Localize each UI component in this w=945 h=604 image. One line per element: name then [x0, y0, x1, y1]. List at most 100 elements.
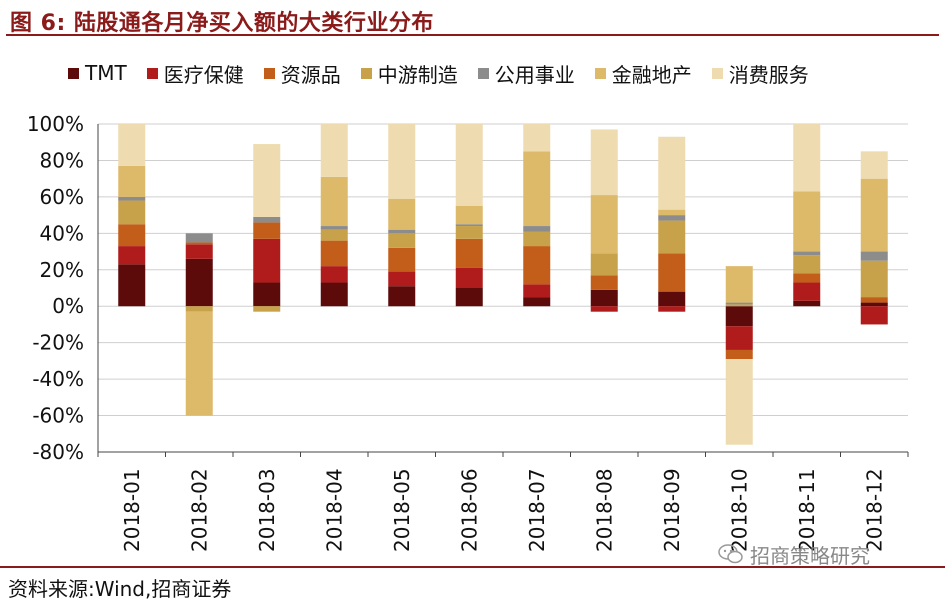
bar-segment	[455, 267, 483, 288]
legend-label: 金融地产	[611, 62, 692, 87]
bar-segment	[455, 224, 483, 227]
bar-segment	[860, 251, 888, 261]
bar-segment	[185, 242, 213, 245]
bar-segment	[388, 229, 416, 234]
source-note: 资料来源:Wind,招商证券	[8, 577, 232, 601]
y-tick-label: 20%	[40, 258, 84, 282]
legend-swatch	[594, 67, 606, 79]
bar-segment	[523, 231, 551, 247]
bar-segment	[388, 286, 416, 307]
bar-segment	[793, 300, 821, 307]
bar-segment	[388, 124, 416, 199]
footer: 资料来源:Wind,招商证券	[0, 566, 945, 604]
bar-segment	[320, 282, 348, 307]
bar-segment	[118, 124, 146, 166]
bar-segment	[725, 349, 753, 360]
y-tick-label: -20%	[32, 331, 84, 355]
title-bar: 图 6: 陆股通各月净买入额的大类行业分布	[6, 2, 939, 36]
y-tick-label: 80%	[40, 148, 84, 172]
bar-segment	[590, 129, 618, 196]
bar-segment	[793, 273, 821, 283]
legend-label: TMT	[85, 61, 127, 85]
bar-segment	[658, 306, 686, 312]
bar-segment	[455, 226, 483, 239]
x-tick-label: 2018-10	[727, 468, 751, 552]
legend-item: 金融地产	[594, 59, 692, 88]
bar-segment	[455, 206, 483, 225]
bar-segment	[455, 238, 483, 268]
x-tick-label: 2018-09	[660, 468, 684, 552]
bar-segment	[388, 233, 416, 248]
bar-segment	[320, 226, 348, 230]
bar-segment	[455, 124, 483, 206]
legend-label: 公用事业	[494, 62, 575, 87]
bar-segment	[320, 176, 348, 227]
legend-swatch	[360, 67, 372, 79]
x-tick-label: 2018-01	[120, 468, 144, 552]
bar-segment	[860, 297, 888, 303]
legend-item: 医疗保健	[146, 59, 244, 88]
legend-item: 资源品	[263, 59, 341, 88]
bar-segment	[793, 124, 821, 192]
stacked-bar-chart: -80% -60% -40% -20% 0% 20% 40% 60% 80% 100% 2018-0…	[27, 112, 909, 552]
bar-segment	[320, 124, 348, 177]
bar-segment	[185, 233, 213, 243]
bar-segment	[253, 144, 281, 217]
legend-swatch	[477, 67, 489, 79]
bar-segment	[253, 306, 281, 312]
bar-segment	[253, 222, 281, 239]
bar-segment	[523, 297, 551, 307]
bar-segment	[860, 178, 888, 252]
bar-segment	[658, 220, 686, 254]
bar-segment	[725, 326, 753, 350]
bar-segment	[320, 229, 348, 241]
x-tick-label: 2018-06	[457, 468, 481, 552]
bar-segment	[793, 282, 821, 301]
legend-swatch	[263, 67, 275, 79]
bar-segment	[523, 151, 551, 227]
bar-segment	[725, 266, 753, 303]
bar-segment	[388, 198, 416, 230]
y-tick-label: -60%	[32, 404, 84, 428]
legend-label: 中游制造	[377, 62, 458, 87]
bar-segment	[793, 191, 821, 252]
wechat-icon	[718, 544, 743, 564]
bar-segment	[590, 275, 618, 290]
watermark-text: 招商策略研究	[750, 543, 870, 568]
bar-segment	[455, 288, 483, 307]
bar-segment	[725, 359, 753, 445]
bar-segment	[658, 215, 686, 221]
x-tick-label: 2018-05	[390, 468, 414, 552]
bar-segment	[590, 253, 618, 276]
bar-segment	[185, 258, 213, 307]
bar-segment	[860, 306, 888, 325]
bar-segment	[590, 306, 618, 312]
legend-item: 消费服务	[711, 59, 809, 88]
bar-segment	[118, 165, 146, 197]
watermark: 招商策略研究	[718, 540, 870, 568]
bar-segment	[118, 246, 146, 265]
bar-segment	[118, 196, 146, 201]
y-tick-label: 60%	[40, 185, 84, 209]
bar-segment	[185, 244, 213, 259]
bar-segment	[253, 238, 281, 283]
bar-segment	[658, 209, 686, 216]
y-tick-label: -80%	[32, 440, 84, 464]
bar-segment	[185, 311, 213, 416]
bar-segment	[523, 284, 551, 298]
legend-label: 消费服务	[728, 62, 809, 87]
x-tick-label: 2018-08	[592, 468, 616, 552]
bar-segment	[118, 200, 146, 225]
bar-segment	[860, 260, 888, 298]
legend-swatch	[711, 67, 723, 79]
bar-segment	[118, 264, 146, 307]
legend-item: TMT	[68, 61, 127, 85]
x-tick-label: 2018-11	[795, 468, 819, 552]
bar-segment	[793, 255, 821, 274]
legend-label: 资源品	[280, 62, 341, 87]
bar-segment	[725, 304, 753, 307]
x-tick-label: 2018-02	[187, 468, 211, 552]
bar-segment	[320, 240, 348, 267]
x-tick-label: 2018-07	[525, 468, 549, 552]
bar-segment	[590, 195, 618, 254]
